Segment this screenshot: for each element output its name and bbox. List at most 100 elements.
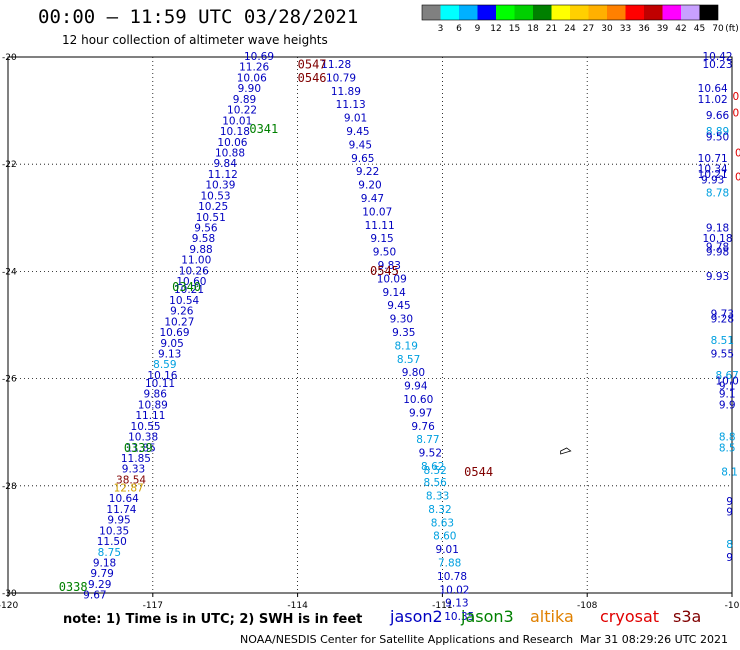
- wave-height-label: 9.80: [402, 367, 425, 379]
- lon-tick-label: -111: [432, 601, 452, 611]
- wave-height-label: 12.87: [114, 482, 144, 494]
- wave-height-label: 9.93: [701, 174, 724, 186]
- legend-cryosat: cryosat: [600, 607, 660, 626]
- wave-height-label: 8.52: [423, 465, 446, 477]
- legend-jason2: jason2: [390, 607, 443, 626]
- wave-height-label: 11.85: [121, 453, 151, 465]
- wave-height-label: 8: [726, 539, 733, 551]
- scale-label: 18: [527, 24, 539, 34]
- wave-height-label: 10.54: [169, 295, 199, 307]
- scale-swatch: [644, 5, 663, 20]
- scale-border: [421, 4, 719, 21]
- footer-note: note: 1) Time is in UTC; 2) SWH is in fe…: [63, 612, 363, 627]
- lon-tick-label: -108: [577, 601, 598, 611]
- wave-height-label: 10.60: [176, 276, 206, 288]
- time-label: 0340: [172, 280, 201, 294]
- wave-height-label: 9.1: [719, 389, 736, 401]
- wave-height-label: 9.93: [706, 271, 729, 283]
- scale-label: 9: [475, 24, 481, 34]
- scale-unit: (ft): [725, 24, 739, 34]
- wave-height-label: 11.11: [365, 220, 395, 232]
- wave-height-label: 10.35: [99, 525, 129, 537]
- wave-height-label: 8.78: [706, 188, 729, 200]
- wave-height-label: 9.13: [445, 598, 468, 610]
- wave-height-label: 10.79: [326, 72, 356, 84]
- wave-height-label: 9.1: [719, 381, 736, 393]
- lat-tick-label: -24: [2, 267, 17, 277]
- scale-label: 45: [694, 24, 705, 34]
- scale-swatch: [681, 5, 700, 20]
- scale-swatch: [699, 5, 718, 20]
- legend-s3a: s3a: [673, 607, 702, 626]
- time-label: 0339: [124, 441, 153, 455]
- wave-height-label: 06: [733, 107, 740, 119]
- wave-height-label: 11.26: [239, 62, 269, 74]
- wave-height-label: 8.62: [421, 461, 444, 473]
- wave-height-label: 10.64: [109, 493, 139, 505]
- wave-height-label: 11.12: [208, 169, 238, 181]
- wave-height-label: 10.21: [174, 284, 204, 296]
- scale-label: 33: [620, 24, 631, 34]
- color-scale: 3 6 9 12 15 18 21 24 27 30 33 36 39 42 45 70 (ft): [421, 4, 739, 34]
- lon-tick-label: -114: [287, 601, 308, 611]
- wave-height-label: 9.20: [358, 180, 381, 192]
- scale-swatch: [422, 5, 441, 20]
- lon-tick-label: -10: [725, 601, 740, 611]
- wave-height-label: 9.50: [706, 131, 729, 143]
- wave-height-label: 8.32: [428, 504, 451, 516]
- wave-height-label: 10.64: [698, 83, 728, 95]
- scale-swatch: [551, 5, 570, 20]
- wave-height-label: 9.66: [706, 110, 730, 122]
- wave-height-label: 8.19: [395, 340, 418, 352]
- wave-height-label: 8.67: [715, 370, 738, 382]
- wave-height-label: 9.50: [373, 247, 396, 259]
- wave-height-label: 8.5: [719, 442, 736, 454]
- scale-label: 24: [564, 24, 576, 34]
- wave-height-label: 10.18: [702, 233, 732, 245]
- wave-height-label: 9.79: [90, 568, 113, 580]
- scale-swatch: [459, 5, 478, 20]
- wave-height-label: 11.74: [106, 504, 136, 516]
- scale-swatch: [570, 5, 589, 20]
- wave-height-label: 8.89: [706, 126, 729, 138]
- credit-text: NOAA/NESDIS Center for Satellite Applica…: [240, 633, 574, 646]
- wave-height-label: 9.76: [411, 421, 435, 433]
- wave-height-label: 11.85: [126, 442, 156, 454]
- wave-height-label: 9.45: [349, 139, 372, 151]
- wave-height-label: 9.05: [160, 338, 183, 350]
- scale-swatch: [440, 5, 459, 20]
- time-label: 0545: [370, 264, 399, 278]
- wave-height-label: 9.58: [192, 233, 215, 245]
- wave-height-label: 10.53: [201, 190, 231, 202]
- wave-height-label: 7.88: [438, 558, 461, 570]
- wave-height-label: 9.9: [719, 399, 736, 411]
- wave-height-label: 9.97: [409, 407, 432, 419]
- wave-height-label: 9.35: [392, 327, 415, 339]
- scale-label: 15: [509, 24, 520, 34]
- wave-height-label: 8.33: [426, 491, 449, 503]
- scale-label: 36: [638, 24, 650, 34]
- scale-swatch: [607, 5, 626, 20]
- time-label: 0338: [59, 580, 88, 594]
- wave-height-label: 10.51: [196, 212, 226, 224]
- wave-height-label: 10.09: [377, 273, 407, 285]
- wave-height-label: 9.30: [390, 314, 413, 326]
- wave-height-label: 9.14: [382, 287, 406, 299]
- scale-swatch: [477, 5, 496, 20]
- wave-height-label: 10.02: [439, 584, 469, 596]
- wave-height-label: 9.89: [233, 94, 256, 106]
- scale-label: 12: [490, 24, 501, 34]
- wave-height-label: 8.56: [423, 477, 447, 489]
- wave-height-label: 8.75: [98, 547, 121, 559]
- scale-label: 30: [601, 24, 613, 34]
- wave-height-label: 9.94: [404, 381, 428, 393]
- wave-height-label: 9.26: [170, 306, 194, 318]
- wave-height-label: 11.02: [698, 94, 728, 106]
- lat-tick-label: -26: [2, 375, 17, 385]
- wave-height-label: 8.1: [721, 466, 738, 478]
- wave-height-label: 10.18: [220, 126, 250, 138]
- wave-height-label: 10.0: [715, 375, 738, 387]
- page-subtitle: 12 hour collection of altimeter wave hei…: [62, 33, 328, 47]
- wave-height-label: 9.01: [436, 544, 459, 556]
- wave-height-label: 9: [726, 507, 733, 519]
